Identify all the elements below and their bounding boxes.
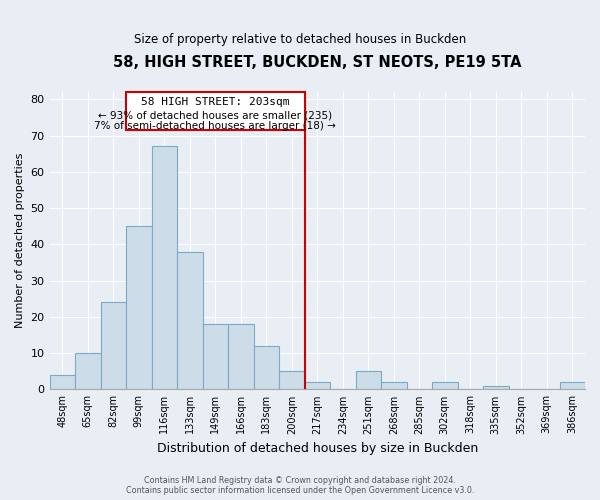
Text: Size of property relative to detached houses in Buckden: Size of property relative to detached ho…	[134, 32, 466, 46]
Bar	[152, 146, 177, 390]
Y-axis label: Number of detached properties: Number of detached properties	[15, 153, 25, 328]
Bar	[228, 324, 254, 390]
Bar	[356, 372, 381, 390]
Bar	[381, 382, 407, 390]
FancyBboxPatch shape	[126, 92, 305, 130]
Bar	[203, 324, 228, 390]
X-axis label: Distribution of detached houses by size in Buckden: Distribution of detached houses by size …	[157, 442, 478, 455]
Bar	[50, 375, 75, 390]
Bar	[432, 382, 458, 390]
Bar	[560, 382, 585, 390]
Text: 7% of semi-detached houses are larger (18) →: 7% of semi-detached houses are larger (1…	[94, 121, 336, 131]
Bar	[126, 226, 152, 390]
Bar	[254, 346, 279, 390]
Text: 58 HIGH STREET: 203sqm: 58 HIGH STREET: 203sqm	[141, 98, 290, 108]
Title: 58, HIGH STREET, BUCKDEN, ST NEOTS, PE19 5TA: 58, HIGH STREET, BUCKDEN, ST NEOTS, PE19…	[113, 55, 521, 70]
Bar	[75, 353, 101, 390]
Text: ← 93% of detached houses are smaller (235): ← 93% of detached houses are smaller (23…	[98, 110, 332, 120]
Bar	[483, 386, 509, 390]
Text: Contains HM Land Registry data © Crown copyright and database right 2024.
Contai: Contains HM Land Registry data © Crown c…	[126, 476, 474, 495]
Bar	[101, 302, 126, 390]
Bar	[279, 372, 305, 390]
Bar	[177, 252, 203, 390]
Bar	[305, 382, 330, 390]
